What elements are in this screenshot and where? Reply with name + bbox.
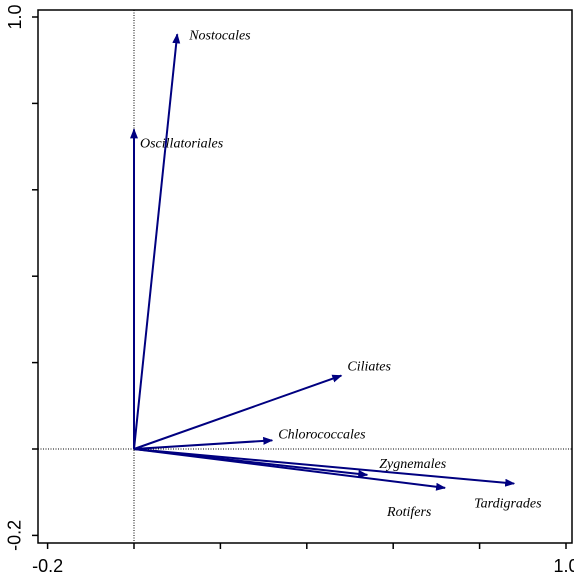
x-tick-label: 1.0: [553, 556, 574, 576]
vector-label-ciliates: Ciliates: [347, 360, 391, 375]
vector-tardigrades: [133, 448, 516, 487]
axis-tick-labels: -0.2 1.0 1.0 -0.2: [5, 4, 574, 576]
vector-nostocales: [133, 33, 181, 450]
vector-ciliates: [133, 374, 343, 450]
vector-label-tardigrades: Tardigrades: [474, 497, 542, 512]
plot-frame: [37, 9, 573, 544]
vector-label-chlorococcales: Chlorococcales: [278, 427, 366, 442]
vector-label-rotifers: Rotifers: [386, 505, 432, 520]
vector-arrows: [130, 33, 516, 491]
vector-rotifers: [133, 448, 447, 491]
axis-ticks: [32, 16, 567, 549]
x-tick-label: -0.2: [32, 556, 63, 576]
vector-chlorococcales: [133, 436, 274, 450]
reference-lines: [38, 10, 572, 543]
y-tick-label: 1.0: [5, 4, 25, 29]
vector-label-zygnemales: Zygnemales: [379, 457, 446, 472]
y-tick-label: -0.2: [5, 520, 25, 551]
vector-label-oscillatoriales: Oscillatoriales: [140, 136, 224, 151]
vector-labels: Nostocales Oscillatoriales Ciliates Chloroc…: [140, 28, 542, 520]
vector-label-nostocales: Nostocales: [188, 28, 251, 43]
